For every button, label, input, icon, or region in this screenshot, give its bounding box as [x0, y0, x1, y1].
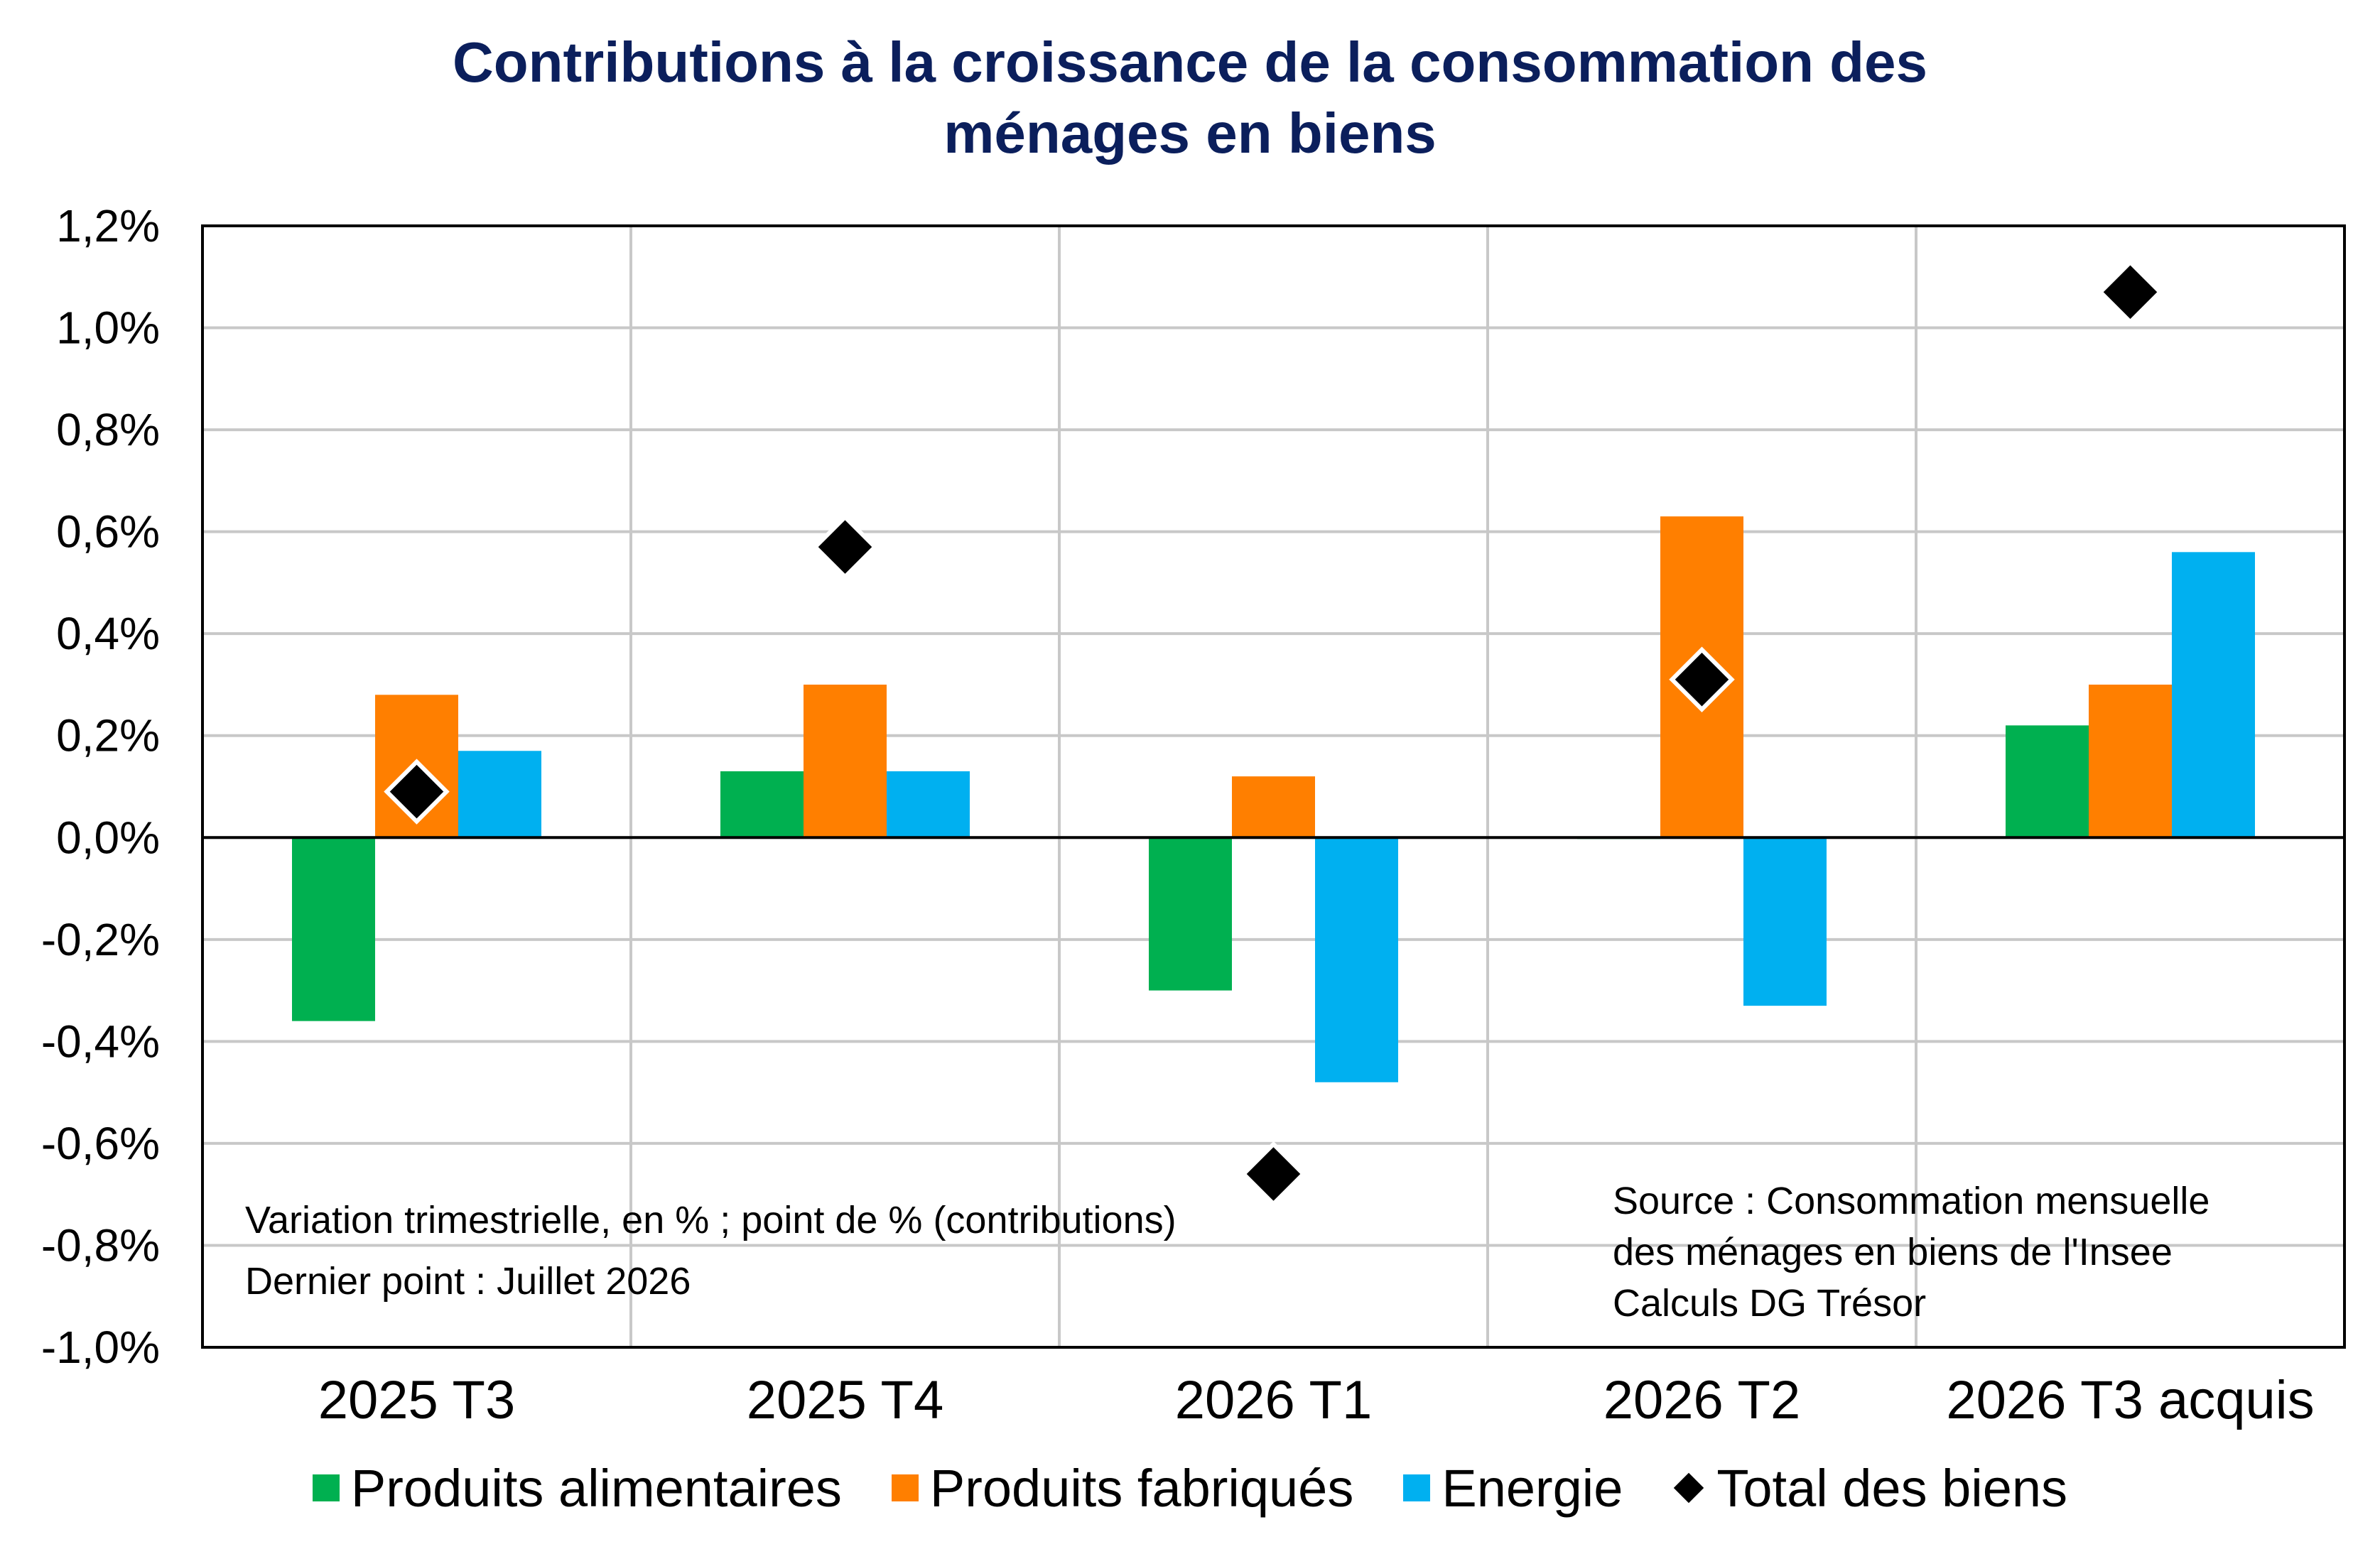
legend-swatch-produits-alimentaires	[312, 1474, 340, 1501]
bar-produits-fabriqu-s	[1232, 776, 1315, 838]
chart-title: Contributions à la croissance de la cons…	[0, 27, 2380, 169]
x-tick-label: 2026 T1	[1175, 1370, 1373, 1430]
legend-swatch-produits-fabriques	[891, 1474, 919, 1501]
total-marker	[812, 513, 878, 580]
legend-item-total-des-biens: Total des biens	[1672, 1458, 2067, 1518]
note-right-line-1: Source : Consommation mensuelle	[1613, 1180, 2210, 1222]
y-tick-label: 1,0%	[56, 303, 160, 354]
legend-label-produits-alimentaires: Produits alimentaires	[350, 1458, 842, 1518]
bar-produits-alimentaires	[292, 837, 375, 1021]
y-tick-label: -0,4%	[41, 1016, 160, 1067]
bar-energie	[887, 771, 970, 838]
y-tick-label: 0,6%	[56, 506, 160, 558]
chart-legend: Produits alimentaires Produits fabriqués…	[0, 1452, 2380, 1523]
note-right-line-2: des ménages en biens de l'Insee	[1613, 1231, 2173, 1273]
bar-energie	[458, 751, 541, 838]
bar-energie	[1743, 837, 1827, 1006]
note-right-line-3: Calculs DG Trésor	[1613, 1282, 1927, 1325]
legend-item-energie: Energie	[1403, 1458, 1623, 1518]
legend-diamond-icon	[1674, 1472, 1704, 1504]
legend-swatch-energie	[1403, 1474, 1431, 1501]
legend-label-total-des-biens: Total des biens	[1716, 1458, 2068, 1518]
y-tick-label: -0,2%	[41, 914, 160, 965]
note-left-line-1: Variation trimestrielle, en % ; point de…	[245, 1199, 1177, 1241]
chart-title-line-2: ménages en biens	[943, 102, 1437, 165]
y-tick-label: -0,6%	[41, 1118, 160, 1169]
bar-produits-fabriqu-s	[2089, 684, 2172, 838]
legend-item-produits-alimentaires: Produits alimentaires	[312, 1458, 842, 1518]
bar-produits-alimentaires	[1149, 837, 1232, 991]
y-tick-label: 0,2%	[56, 710, 160, 761]
bar-energie	[2172, 552, 2255, 838]
x-tick-label: 2025 T3	[318, 1370, 516, 1430]
total-marker	[1240, 1141, 1307, 1207]
x-tick-label: 2026 T2	[1603, 1370, 1801, 1430]
bar-produits-fabriqu-s	[804, 684, 887, 838]
bar-produits-alimentaires	[2006, 725, 2089, 838]
legend-label-energie: Energie	[1441, 1458, 1623, 1518]
legend-label-produits-fabriques: Produits fabriqués	[929, 1458, 1354, 1518]
bar-produits-alimentaires	[720, 771, 804, 838]
y-tick-label: 1,2%	[56, 200, 160, 251]
y-tick-label: 0,0%	[56, 812, 160, 863]
total-marker	[2097, 259, 2163, 325]
total-marker	[1669, 646, 1735, 713]
y-tick-label: -0,8%	[41, 1219, 160, 1271]
plot-frame	[201, 224, 2346, 1349]
total-marker	[384, 759, 450, 825]
bar-energie	[1315, 837, 1398, 1082]
note-right: Source : Consommation mensuelle des ména…	[1613, 1175, 2209, 1329]
y-tick-label: 0,8%	[56, 404, 160, 455]
x-tick-label: 2025 T4	[747, 1370, 944, 1430]
y-tick-label: 0,4%	[56, 608, 160, 659]
legend-item-produits-fabriques: Produits fabriqués	[891, 1458, 1354, 1518]
note-left-line-2: Dernier point : Juillet 2026	[245, 1260, 691, 1303]
chart-title-line-1: Contributions à la croissance de la cons…	[452, 31, 1928, 94]
x-tick-label: 2026 T3 acquis	[1946, 1370, 2314, 1430]
y-tick-label: -1,0%	[41, 1322, 160, 1373]
note-left: Variation trimestrielle, en % ; point de…	[245, 1195, 1177, 1307]
